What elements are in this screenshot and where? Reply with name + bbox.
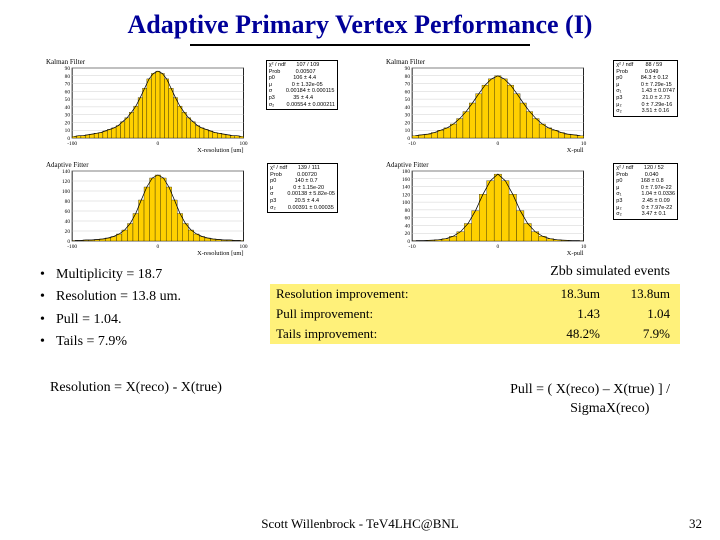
chart-title: Adaptive Fitter bbox=[46, 161, 89, 169]
page-number: 32 bbox=[689, 516, 702, 532]
table-row: Resolution improvement: 18.3um 13.8um bbox=[270, 284, 680, 304]
svg-text:-100: -100 bbox=[67, 141, 77, 147]
stats-box: χ² / ndf 107 / 109 Prob 0.00507 p0 106 ±… bbox=[266, 60, 338, 110]
svg-text:120: 120 bbox=[402, 192, 410, 198]
formula-pull-1: Pull = ( X(reco) – X(true) ] / bbox=[510, 380, 670, 400]
svg-text:30: 30 bbox=[405, 113, 411, 119]
table-cell: 13.8um bbox=[610, 284, 680, 304]
title-underline bbox=[190, 44, 530, 46]
svg-text:X-pull: X-pull bbox=[567, 250, 584, 256]
svg-text:80: 80 bbox=[405, 74, 411, 80]
svg-text:50: 50 bbox=[65, 97, 71, 103]
svg-text:40: 40 bbox=[405, 105, 411, 111]
chart-title: Kalman Filter bbox=[46, 58, 85, 66]
svg-text:10: 10 bbox=[581, 141, 587, 147]
stats-box: χ² / ndf 120 / 52 Prob 0.040 p0 168 ± 0.… bbox=[613, 163, 678, 220]
svg-text:40: 40 bbox=[65, 219, 71, 225]
svg-text:140: 140 bbox=[402, 185, 410, 191]
svg-text:100: 100 bbox=[402, 200, 410, 206]
svg-text:80: 80 bbox=[65, 74, 71, 80]
svg-text:60: 60 bbox=[405, 89, 411, 95]
table-cell: 18.3um bbox=[540, 284, 610, 304]
charts-grid: 0102030405060708090-1000100X-resolution … bbox=[40, 58, 680, 256]
stats-box: χ² / ndf 139 / 111 Prob 0.00720 p0 140 ±… bbox=[267, 163, 338, 213]
svg-text:60: 60 bbox=[65, 209, 71, 215]
table-cell: Resolution improvement: bbox=[270, 284, 540, 304]
svg-text:0: 0 bbox=[157, 244, 160, 250]
svg-text:160: 160 bbox=[402, 177, 410, 183]
table-cell: 1.04 bbox=[610, 304, 680, 324]
svg-text:90: 90 bbox=[65, 66, 71, 72]
svg-text:80: 80 bbox=[65, 199, 71, 205]
svg-text:80: 80 bbox=[405, 208, 411, 214]
svg-text:40: 40 bbox=[65, 105, 71, 111]
svg-text:-100: -100 bbox=[67, 244, 77, 250]
bullet-1: Resolution = 13.8 um. bbox=[56, 286, 181, 308]
svg-text:-10: -10 bbox=[409, 141, 417, 147]
svg-text:20: 20 bbox=[65, 121, 71, 127]
bullet-3: Tails = 7.9% bbox=[56, 331, 127, 353]
bullet-0: Multiplicity = 18.7 bbox=[56, 264, 162, 286]
svg-text:30: 30 bbox=[65, 113, 71, 119]
table-row: Tails improvement: 48.2% 7.9% bbox=[270, 324, 680, 344]
table-cell: Pull improvement: bbox=[270, 304, 540, 324]
svg-text:120: 120 bbox=[62, 179, 70, 185]
table-cell: Tails improvement: bbox=[270, 324, 540, 344]
page-title: Adaptive Primary Vertex Performance (I) bbox=[40, 10, 680, 40]
svg-text:10: 10 bbox=[581, 244, 587, 250]
svg-text:50: 50 bbox=[405, 97, 411, 103]
svg-text:60: 60 bbox=[65, 89, 71, 95]
footer-author: Scott Willenbrock - TeV4LHC@BNL bbox=[0, 516, 720, 532]
bullet-list: •Multiplicity = 18.7 •Resolution = 13.8 … bbox=[40, 264, 250, 354]
stats-box: χ² / ndf 88 / 59 Prob 0.049 p0 84.3 ± 0.… bbox=[613, 60, 678, 117]
bullet-2: Pull = 1.04. bbox=[56, 309, 121, 331]
svg-text:90: 90 bbox=[405, 66, 411, 72]
svg-text:180: 180 bbox=[402, 169, 410, 175]
svg-text:10: 10 bbox=[65, 128, 71, 134]
table-cell: 7.9% bbox=[610, 324, 680, 344]
svg-text:0: 0 bbox=[157, 141, 160, 147]
svg-text:10: 10 bbox=[405, 128, 411, 134]
svg-text:40: 40 bbox=[405, 224, 411, 230]
table-row: Pull improvement: 1.43 1.04 bbox=[270, 304, 680, 324]
svg-text:20: 20 bbox=[405, 231, 411, 237]
svg-text:-10: -10 bbox=[409, 244, 417, 250]
chart-kalman-pull: 0102030405060708090-10010X-pullKalman Fi… bbox=[380, 58, 680, 153]
svg-text:0: 0 bbox=[497, 244, 500, 250]
svg-text:70: 70 bbox=[65, 82, 71, 88]
svg-text:60: 60 bbox=[405, 216, 411, 222]
svg-text:100: 100 bbox=[240, 244, 248, 250]
chart-adaptive-pull: 020406080100120140160180-10010X-pullAdap… bbox=[380, 161, 680, 256]
svg-text:X-resolution [um]: X-resolution [um] bbox=[197, 250, 243, 256]
table-cell: 48.2% bbox=[540, 324, 610, 344]
improvement-table: Resolution improvement: 18.3um 13.8um Pu… bbox=[270, 284, 680, 344]
chart-adaptive-resolution: 020406080100120140-1000100X-resolution [… bbox=[40, 161, 340, 256]
svg-text:70: 70 bbox=[405, 82, 411, 88]
svg-text:20: 20 bbox=[65, 229, 71, 235]
table-cell: 1.43 bbox=[540, 304, 610, 324]
svg-text:20: 20 bbox=[405, 121, 411, 127]
svg-text:140: 140 bbox=[62, 169, 70, 175]
svg-text:0: 0 bbox=[497, 141, 500, 147]
zbb-label: Zbb simulated events bbox=[270, 264, 680, 280]
formula-resolution: Resolution = X(reco) - X(true) bbox=[50, 380, 222, 419]
svg-text:X-resolution [um]: X-resolution [um] bbox=[197, 147, 243, 153]
chart-title: Adaptive Fitter bbox=[386, 161, 429, 169]
svg-text:X-pull: X-pull bbox=[567, 147, 584, 153]
formula-pull-2: SigmaX(reco) bbox=[510, 399, 670, 419]
svg-text:100: 100 bbox=[62, 189, 70, 195]
svg-text:100: 100 bbox=[240, 141, 248, 147]
chart-kalman-resolution: 0102030405060708090-1000100X-resolution … bbox=[40, 58, 340, 153]
chart-title: Kalman Filter bbox=[386, 58, 425, 66]
